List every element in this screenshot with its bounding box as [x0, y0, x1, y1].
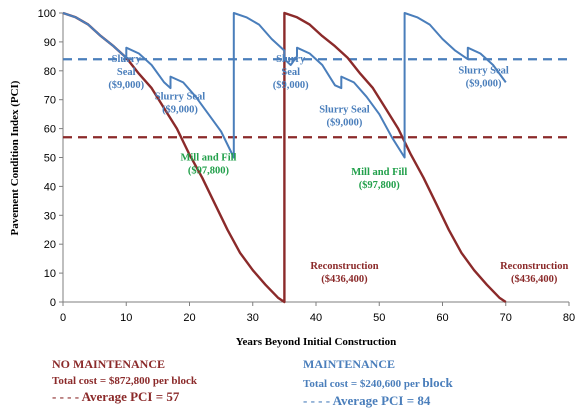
annotation-line: Seal: [281, 67, 300, 78]
average-pci-lines: [63, 58, 567, 139]
legend-maintenance-cost-text: Total cost = $240,600 per: [303, 378, 423, 390]
annotation-line: Slurry: [276, 54, 306, 65]
annotation-line: ($436,400): [321, 274, 368, 285]
annotation-line: ($9,000): [327, 118, 363, 129]
series-line-no-maintenance: [62, 11, 507, 304]
y-axis-label: Pavement Condition Index (PCI): [9, 80, 21, 235]
x-tick-label: 30: [247, 312, 259, 324]
legend-maintenance-cost-unit: block: [422, 375, 453, 390]
annotation-line: ($9,000): [273, 80, 309, 91]
x-tick-label: 20: [183, 312, 195, 324]
annotation-label: Slurry Seal ($9,000): [458, 66, 509, 90]
x-axis-label: Years Beyond Initial Construction: [236, 336, 396, 348]
annotation-label: Reconstruction ($436,400): [310, 261, 378, 285]
legend-maintenance-cost: Total cost = $240,600 per block: [303, 375, 453, 391]
annotation-label: Mill and Fill ($97,800): [180, 152, 236, 176]
annotation-line: Slurry Seal: [458, 66, 509, 77]
x-tick-label: 10: [120, 312, 132, 324]
annotation-line: ($97,800): [188, 165, 230, 176]
annotation-line: Slurry: [112, 54, 142, 65]
y-tick-label: 70: [44, 95, 56, 107]
legend-maintenance: MAINTENANCE Total cost = $240,600 per bl…: [303, 357, 453, 409]
annotation-label: Slurry Seal ($9,000): [273, 54, 309, 91]
annotation-line: ($9,000): [466, 79, 502, 90]
y-tick-label: 20: [44, 239, 56, 251]
annotation-label: Slurry Seal ($9,000): [155, 92, 206, 116]
y-tick-label: 10: [44, 268, 56, 280]
x-tick-label: 80: [563, 312, 575, 324]
x-tick-label: 50: [373, 312, 385, 324]
annotation-line: ($436,400): [511, 274, 558, 285]
legend-maintenance-pci: - - - - Average PCI = 84: [303, 393, 431, 408]
legend-no-maintenance-cost: Total cost = $872,800 per block: [52, 375, 197, 387]
y-tick-label: 50: [44, 153, 56, 165]
annotation-line: Reconstruction: [310, 261, 378, 272]
x-tick-label: 0: [60, 312, 66, 324]
x-tick-label: 60: [436, 312, 448, 324]
legend-maintenance-title: MAINTENANCE: [303, 357, 396, 371]
legend-no-maintenance-title: NO MAINTENANCE: [52, 357, 166, 371]
legend-no-maintenance-pci: - - - - Average PCI = 57: [52, 389, 180, 404]
annotation-line: Reconstruction: [500, 261, 568, 272]
legend-no-maintenance: NO MAINTENANCE Total cost = $872,800 per…: [52, 357, 197, 405]
y-tick-label: 80: [44, 66, 56, 78]
series-line-maintenance: [62, 12, 507, 159]
annotation-line: ($97,800): [359, 180, 401, 191]
y-tick-label: 40: [44, 181, 56, 193]
annotations: Slurry Seal ($9,000) Slurry Seal ($9,000) Mil…: [108, 54, 568, 285]
y-tick-label: 90: [44, 37, 56, 49]
annotation-line: Mill and Fill: [180, 152, 236, 163]
annotation-line: ($9,000): [108, 80, 144, 91]
axes: 0 10 20 30 40 50 60 70 80 90 100 0 10 20 30 40 50 60 70 80: [38, 8, 575, 324]
x-tick-label: 70: [500, 312, 512, 324]
y-tick-label: 0: [50, 297, 56, 309]
annotation-label: Reconstruction ($436,400): [500, 261, 568, 285]
y-tick-label: 60: [44, 124, 56, 136]
annotation-label: Mill and Fill ($97,800): [351, 167, 407, 191]
annotation-line: Slurry Seal: [155, 92, 206, 103]
annotation-label: Slurry Seal ($9,000): [108, 54, 144, 91]
x-tick-label: 40: [310, 312, 322, 324]
annotation-line: Slurry Seal: [319, 105, 370, 116]
y-tick-label: 100: [38, 8, 56, 20]
annotation-line: Seal: [117, 67, 136, 78]
y-tick-label: 30: [44, 210, 56, 222]
annotation-line: ($9,000): [162, 105, 198, 116]
series-lines: [62, 11, 507, 304]
annotation-label: Slurry Seal ($9,000): [319, 105, 370, 129]
annotation-line: Mill and Fill: [351, 167, 407, 178]
